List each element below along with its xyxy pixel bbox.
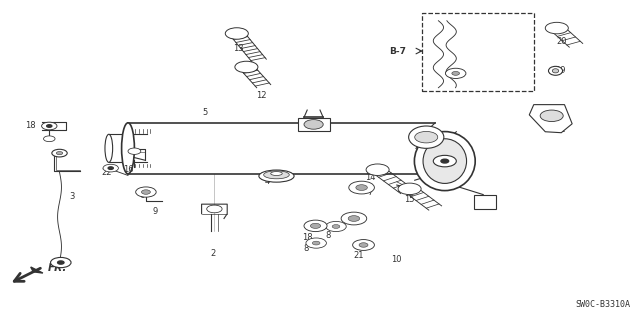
Text: 15: 15 (404, 195, 415, 204)
Circle shape (433, 155, 456, 167)
Text: 11: 11 (555, 125, 565, 134)
Text: 9: 9 (152, 207, 157, 216)
Text: 14: 14 (365, 173, 375, 182)
Circle shape (128, 148, 141, 154)
Circle shape (52, 149, 67, 157)
Text: 12: 12 (256, 91, 266, 100)
Ellipse shape (415, 132, 475, 190)
Circle shape (304, 220, 327, 232)
Polygon shape (31, 267, 43, 273)
Text: 8: 8 (326, 231, 331, 240)
Circle shape (341, 212, 367, 225)
Text: 2: 2 (211, 249, 216, 258)
Circle shape (310, 223, 321, 228)
Text: 7: 7 (367, 188, 372, 197)
Text: 19: 19 (555, 66, 565, 75)
Circle shape (452, 71, 460, 75)
Circle shape (540, 110, 563, 122)
Bar (298, 118, 330, 131)
Circle shape (306, 238, 326, 248)
Circle shape (545, 22, 568, 34)
Text: 13: 13 (233, 44, 243, 53)
Text: 17: 17 (454, 53, 465, 62)
Circle shape (103, 164, 118, 172)
Text: SW0C-B3310A: SW0C-B3310A (575, 300, 630, 309)
Ellipse shape (423, 139, 467, 183)
Circle shape (235, 61, 258, 73)
Circle shape (51, 257, 71, 268)
Bar (422, 13, 534, 91)
Circle shape (353, 240, 374, 250)
Circle shape (42, 122, 57, 130)
Text: FR.: FR. (47, 263, 67, 273)
Ellipse shape (122, 123, 134, 174)
Text: 16: 16 (123, 165, 133, 174)
Text: 18: 18 (26, 121, 36, 130)
Ellipse shape (259, 170, 294, 182)
Text: 20: 20 (557, 37, 567, 46)
Text: 10: 10 (392, 255, 402, 263)
Text: 4: 4 (265, 177, 270, 186)
Circle shape (398, 183, 421, 195)
Circle shape (441, 159, 449, 163)
Text: 5: 5 (202, 108, 207, 117)
Text: 18: 18 (302, 233, 312, 242)
Circle shape (58, 261, 64, 264)
Circle shape (332, 225, 340, 228)
Circle shape (47, 125, 52, 127)
Text: 21: 21 (353, 251, 364, 260)
Circle shape (445, 68, 466, 78)
Ellipse shape (552, 69, 559, 73)
Ellipse shape (409, 126, 444, 148)
Bar (474, 195, 496, 209)
Circle shape (56, 152, 63, 155)
Circle shape (356, 185, 367, 190)
Circle shape (44, 136, 55, 142)
Text: 3: 3 (69, 192, 74, 201)
Ellipse shape (271, 172, 282, 175)
Text: 8: 8 (303, 244, 308, 253)
Circle shape (348, 216, 360, 221)
Circle shape (312, 241, 320, 245)
Circle shape (141, 190, 150, 194)
Circle shape (304, 120, 323, 129)
Text: 1: 1 (316, 125, 321, 134)
Circle shape (366, 164, 389, 175)
Text: 7: 7 (342, 219, 347, 228)
Circle shape (359, 243, 368, 247)
Polygon shape (529, 105, 572, 133)
Circle shape (415, 131, 438, 143)
Text: 22: 22 (101, 168, 111, 177)
Text: B-7: B-7 (389, 47, 406, 56)
Circle shape (108, 167, 113, 169)
Circle shape (349, 181, 374, 194)
Ellipse shape (105, 134, 113, 162)
Ellipse shape (264, 171, 289, 179)
Ellipse shape (548, 66, 563, 75)
Circle shape (225, 28, 248, 39)
Circle shape (136, 187, 156, 197)
Text: 6: 6 (140, 191, 145, 200)
Circle shape (326, 221, 346, 232)
Circle shape (207, 205, 222, 213)
